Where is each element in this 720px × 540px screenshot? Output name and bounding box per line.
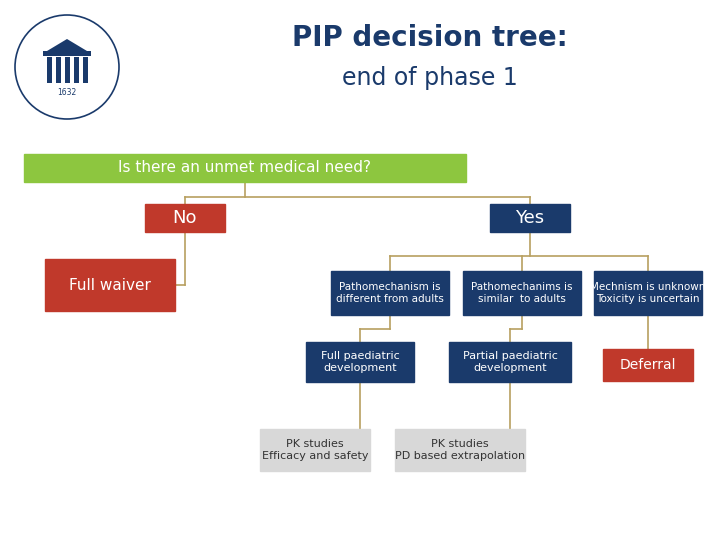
Text: Pathomechanims is
similar  to adults: Pathomechanims is similar to adults <box>472 282 572 304</box>
FancyBboxPatch shape <box>449 342 571 382</box>
Polygon shape <box>47 39 87 51</box>
Text: Full waiver: Full waiver <box>69 278 151 293</box>
Text: Yes: Yes <box>516 209 544 227</box>
Text: No: No <box>173 209 197 227</box>
FancyBboxPatch shape <box>83 57 88 83</box>
FancyBboxPatch shape <box>463 271 581 315</box>
FancyBboxPatch shape <box>55 57 60 83</box>
FancyBboxPatch shape <box>65 57 70 83</box>
FancyBboxPatch shape <box>45 259 175 311</box>
FancyBboxPatch shape <box>145 204 225 232</box>
Text: end of phase 1: end of phase 1 <box>342 66 518 90</box>
Text: Partial paediatric
development: Partial paediatric development <box>462 351 557 373</box>
FancyBboxPatch shape <box>306 342 414 382</box>
FancyBboxPatch shape <box>260 429 370 471</box>
FancyBboxPatch shape <box>47 57 52 83</box>
FancyBboxPatch shape <box>594 271 702 315</box>
FancyBboxPatch shape <box>395 429 525 471</box>
Text: Mechnism is unknown
Toxicity is uncertain: Mechnism is unknown Toxicity is uncertai… <box>590 282 706 304</box>
Text: Full paediatric
development: Full paediatric development <box>320 351 400 373</box>
FancyBboxPatch shape <box>24 154 466 182</box>
FancyBboxPatch shape <box>603 349 693 381</box>
FancyBboxPatch shape <box>331 271 449 315</box>
FancyBboxPatch shape <box>490 204 570 232</box>
Text: PIP decision tree:: PIP decision tree: <box>292 24 568 52</box>
FancyBboxPatch shape <box>43 51 91 56</box>
FancyBboxPatch shape <box>73 57 78 83</box>
Text: Pathomechanism is
different from adults: Pathomechanism is different from adults <box>336 282 444 304</box>
Text: Is there an unmet medical need?: Is there an unmet medical need? <box>119 160 372 176</box>
Text: PK studies
PD based extrapolation: PK studies PD based extrapolation <box>395 439 525 461</box>
Text: PK studies
Efficacy and safety: PK studies Efficacy and safety <box>262 439 368 461</box>
Text: 1632: 1632 <box>58 88 76 97</box>
Text: Deferral: Deferral <box>620 358 676 372</box>
